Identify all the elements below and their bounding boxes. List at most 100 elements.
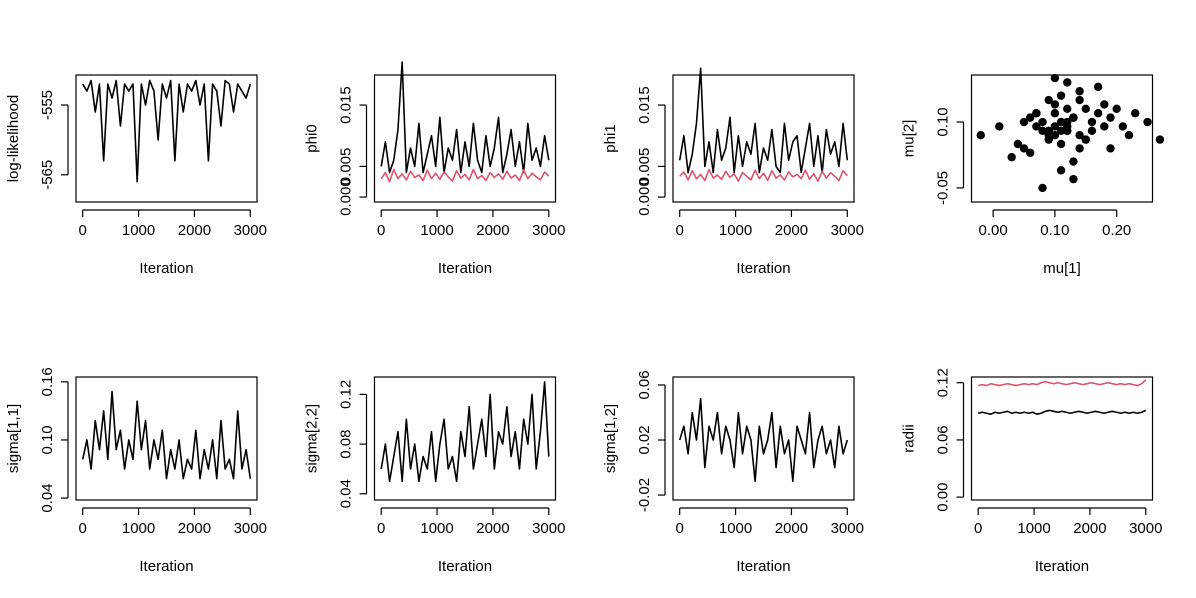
scatter-point xyxy=(1100,122,1109,131)
scatter-point xyxy=(1050,109,1060,118)
x-tick-label: 2000 xyxy=(178,222,211,239)
scatter-point xyxy=(1112,104,1121,114)
x-axis-label: Iteration xyxy=(139,558,193,575)
x-tick-label: 0.20 xyxy=(1102,222,1131,239)
x-tick-label: 0 xyxy=(79,222,87,239)
x-tick-label: 1000 xyxy=(122,520,155,537)
scatter-point xyxy=(1131,109,1140,118)
scatter-point xyxy=(995,122,1004,131)
x-tick-label: 2000 xyxy=(775,520,808,537)
y-axis-label: phi1 xyxy=(602,124,619,152)
y-tick-label: 0.015 xyxy=(636,86,653,124)
scatter-point xyxy=(1044,126,1053,136)
scatter-point xyxy=(1087,126,1097,136)
scatter-point xyxy=(1075,95,1084,105)
scatter-point xyxy=(1069,113,1078,122)
x-tick-label: 3000 xyxy=(532,222,565,239)
x-tick-label: 3000 xyxy=(1129,520,1162,537)
x-tick-label: 2000 xyxy=(476,520,509,537)
x-tick-label: 0.10 xyxy=(1040,222,1069,239)
scatter-point xyxy=(1044,95,1053,105)
x-tick-label: 3000 xyxy=(831,520,864,537)
x-tick-label: 1000 xyxy=(1017,520,1050,537)
scatter-point xyxy=(1032,122,1041,131)
x-tick-label: 3000 xyxy=(532,520,565,537)
trace-line xyxy=(978,379,1147,387)
x-tick-label: 0.00 xyxy=(979,222,1008,239)
y-tick-label: 0.000 xyxy=(636,178,653,216)
scatter-point xyxy=(1019,117,1029,127)
scatter-point xyxy=(1019,144,1029,153)
y-tick-label: -0.02 xyxy=(636,478,653,512)
trace-line xyxy=(678,67,849,174)
x-tick-label: 1000 xyxy=(420,520,453,537)
scatter-point xyxy=(1056,166,1066,175)
y-axis-label: log-likelihood xyxy=(5,95,22,183)
scatter-point xyxy=(1124,131,1134,140)
scatter-point xyxy=(1050,100,1060,109)
scatter-point xyxy=(1044,135,1053,144)
x-tick-label: 0 xyxy=(79,520,87,537)
trace-line xyxy=(978,409,1147,415)
y-axis-label: sigma[2,2] xyxy=(303,404,320,473)
x-axis-label: Iteration xyxy=(1035,558,1089,575)
plot-frame xyxy=(75,74,258,203)
plot-frame xyxy=(373,376,557,501)
trace-line xyxy=(81,390,252,480)
y-tick-label: -565 xyxy=(39,160,56,190)
x-tick-label: 3000 xyxy=(831,222,864,239)
x-tick-label: 0 xyxy=(676,520,684,537)
y-tick-label: -555 xyxy=(39,90,56,120)
x-axis-label: Iteration xyxy=(438,260,492,277)
scatter-point xyxy=(1093,82,1103,92)
plot-frame xyxy=(672,376,855,501)
x-axis-label: Iteration xyxy=(736,558,790,575)
y-tick-label: -0.05 xyxy=(934,171,951,205)
scatter-point xyxy=(1069,157,1078,166)
scatter-point xyxy=(1063,104,1072,114)
scatter-point xyxy=(1075,131,1084,140)
y-tick-label: 0.02 xyxy=(636,425,653,454)
scatter-point xyxy=(976,131,985,140)
scatter-point xyxy=(1056,91,1066,100)
scatter-point xyxy=(1081,104,1090,114)
y-axis-label: sigma[1,1] xyxy=(5,404,22,473)
trace-line xyxy=(380,381,550,483)
x-tick-label: 2000 xyxy=(476,222,509,239)
x-tick-label: 2000 xyxy=(775,222,808,239)
x-tick-label: 2000 xyxy=(178,520,211,537)
x-tick-label: 0 xyxy=(377,520,385,537)
scatter-point xyxy=(1069,174,1078,184)
scatter-point xyxy=(1050,131,1060,140)
scatter-point xyxy=(1093,109,1103,118)
x-tick-label: 3000 xyxy=(234,222,267,239)
y-tick-label: 0.16 xyxy=(39,367,56,396)
y-axis-label: phi0 xyxy=(303,124,320,152)
trace-line xyxy=(678,397,849,483)
x-tick-label: 1000 xyxy=(719,222,752,239)
x-tick-label: 0 xyxy=(377,222,385,239)
plot-frame xyxy=(970,74,1154,203)
y-axis-label: mu[2] xyxy=(900,120,917,158)
scatter-point xyxy=(1118,122,1128,131)
x-tick-label: 1000 xyxy=(420,222,453,239)
scatter-point xyxy=(1087,117,1097,127)
trace-line xyxy=(380,61,550,174)
y-tick-label: 0.06 xyxy=(636,370,653,399)
x-axis-label: mu[1] xyxy=(1043,260,1081,277)
scatter-point xyxy=(1143,117,1152,127)
x-tick-label: 0 xyxy=(974,520,982,537)
y-axis-label: radii xyxy=(900,424,917,452)
y-tick-label: 0.10 xyxy=(934,107,951,136)
scatter-point xyxy=(1081,135,1090,144)
scatter-point xyxy=(1013,139,1023,149)
trace-line xyxy=(380,168,550,183)
plot-frame xyxy=(672,74,855,203)
x-axis-label: Iteration xyxy=(139,260,193,277)
plot-frame xyxy=(75,376,258,501)
scatter-point xyxy=(1063,78,1072,87)
x-axis-label: Iteration xyxy=(736,260,790,277)
scatter-point xyxy=(1025,113,1035,122)
y-tick-label: 0.04 xyxy=(337,479,354,508)
